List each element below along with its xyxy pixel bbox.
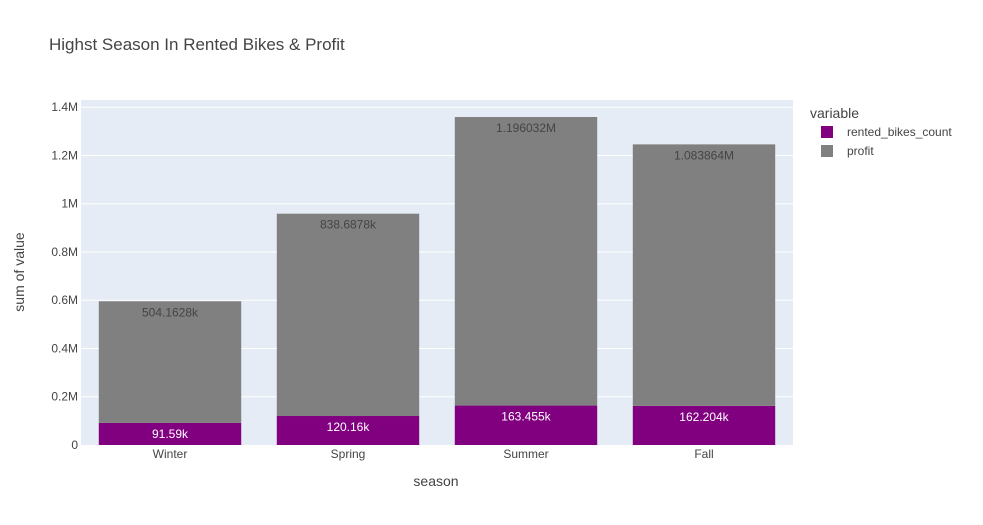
y-tick-label: 0.6M — [51, 293, 78, 307]
x-axis-ticks: Winter Spring Summer Fall — [153, 447, 714, 461]
y-tick-label: 0.4M — [51, 341, 78, 355]
bar-profit-spring[interactable] — [276, 213, 420, 417]
y-tick-label: 1.2M — [51, 148, 78, 162]
bar-profit-winter[interactable] — [98, 301, 242, 423]
x-tick-label: Spring — [331, 447, 366, 461]
x-tick-label: Summer — [503, 447, 548, 461]
data-label: 504.1628k — [142, 305, 199, 319]
legend-item-rented-bikes-count[interactable]: rented_bikes_count — [821, 125, 952, 139]
data-label: 91.59k — [152, 427, 189, 441]
legend-item-profit[interactable]: profit — [821, 144, 874, 158]
bars — [98, 117, 776, 445]
data-label: 162.204k — [679, 410, 729, 424]
bar-rented-bikes-count-spring[interactable] — [276, 416, 420, 445]
legend-label: rented_bikes_count — [847, 125, 952, 139]
data-label: 1.083864M — [674, 148, 734, 162]
chart-title: Highst Season In Rented Bikes & Profit — [49, 35, 345, 54]
bar-rented-bikes-count-fall[interactable] — [632, 405, 776, 445]
y-axis-ticks: 0 0.2M 0.4M 0.6M 0.8M 1M 1.2M 1.4M — [51, 100, 78, 452]
x-tick-label: Winter — [153, 447, 188, 461]
data-label: 838.6878k — [320, 218, 377, 232]
y-axis-title: sum of value — [11, 232, 27, 312]
legend-label: profit — [847, 144, 874, 158]
data-label: 1.196032M — [496, 121, 556, 135]
bar-rented-bikes-count-winter[interactable] — [98, 422, 242, 445]
y-tick-label: 0.8M — [51, 245, 78, 259]
y-tick-label: 1M — [61, 197, 78, 211]
legend-swatch — [821, 126, 833, 138]
bar-rented-bikes-count-summer[interactable] — [454, 405, 598, 445]
data-label: 120.16k — [327, 420, 371, 434]
y-tick-label: 0.2M — [51, 390, 78, 404]
bar-labels: 91.59k 504.1628k 120.16k 838.6878k 163.455k 1… — [142, 121, 734, 441]
bar-profit-fall[interactable] — [632, 144, 776, 406]
legend-title: variable — [810, 105, 859, 121]
bar-profit-summer[interactable] — [454, 117, 598, 406]
x-tick-label: Fall — [694, 447, 713, 461]
data-label: 163.455k — [501, 410, 551, 424]
legend-swatch — [821, 145, 833, 157]
y-tick-label: 1.4M — [51, 100, 78, 114]
y-tick-label: 0 — [71, 438, 78, 452]
x-axis-title: season — [413, 473, 458, 489]
